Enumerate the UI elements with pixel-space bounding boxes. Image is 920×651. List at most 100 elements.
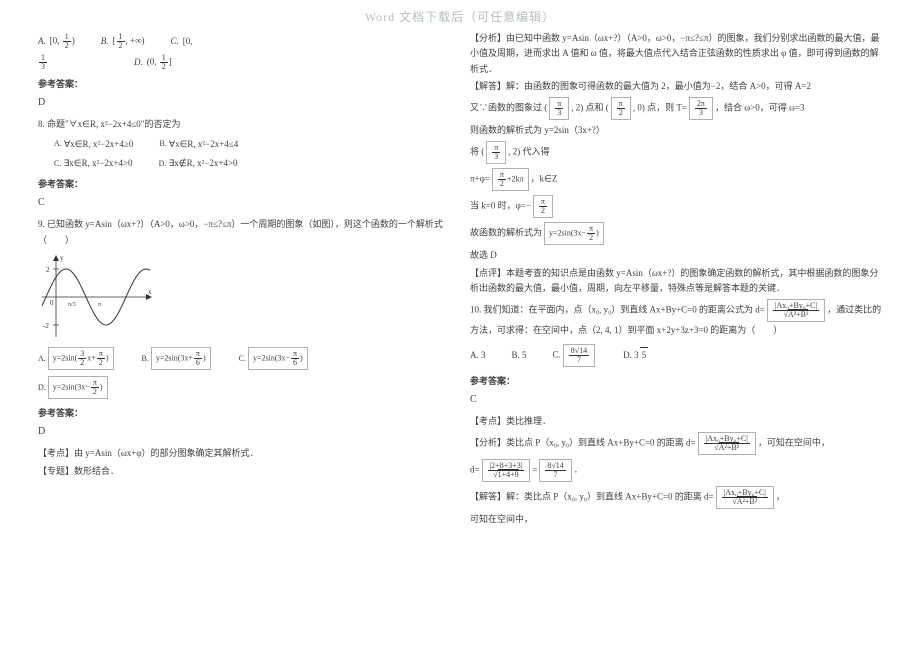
q7-optA-label: A. bbox=[38, 34, 46, 49]
q10-opts: A. 3 B. 5 C.8√147 D. 35 bbox=[470, 343, 882, 368]
jd2a: 又∵函数的图象过 ( bbox=[470, 103, 547, 113]
q7-optC-label: C. bbox=[171, 34, 179, 49]
q9B-box: y=2sin(3x+π6) bbox=[151, 347, 211, 370]
page-body: A. [0, 12) B. [12, +∞) C. [0, 13 D. (0, … bbox=[0, 29, 920, 530]
q10jdb: ， bbox=[776, 492, 785, 502]
sine-graph-svg: y x 2 -2 0 π/3 π bbox=[38, 252, 156, 342]
q8-ans-val: C bbox=[38, 194, 450, 211]
q8B-l: B. bbox=[159, 137, 166, 151]
jd4c: , 2) 代入得 bbox=[508, 147, 549, 157]
jd2c: , 0) 点，则 T= bbox=[633, 103, 687, 113]
jd5b: π2+2kπ bbox=[492, 168, 529, 191]
q9-kaodian: 【考点】由 y=Asin（ωx+φ）的部分图象确定其解析式． bbox=[38, 446, 450, 461]
q10Dl: D. bbox=[623, 350, 632, 360]
q8C-t: ∃x∈R, x²−2x+4>0 bbox=[64, 156, 133, 171]
fx-h: 【分析】 bbox=[470, 33, 506, 43]
jd2b1: π3 bbox=[549, 97, 569, 120]
q8A-t: ∀x∈R, x²−2x+4≥0 bbox=[64, 137, 133, 152]
jieda-l7: 故函数的解析式为y=2sin(3x−π2) bbox=[470, 221, 882, 246]
q10-optB: B. 5 bbox=[512, 348, 527, 363]
q7-optA2: 13 bbox=[38, 54, 48, 71]
q7-optD-label: D. bbox=[134, 55, 143, 70]
dp-h: 【点评】 bbox=[470, 268, 506, 278]
jd-h: 【解答】 bbox=[470, 81, 506, 91]
q7-optB-label: B. bbox=[101, 34, 109, 49]
q9-stem: 9. 已知函数 y=Asin（ωx+?）（A>0，ω>0，−π≤?≤π）一个周期… bbox=[38, 217, 450, 248]
jd6b: π2 bbox=[533, 195, 553, 218]
q10fx2c: ． bbox=[574, 465, 583, 475]
jieda-l4: 将 (π3, 2) 代入得 bbox=[470, 140, 882, 165]
q8-row2: C. ∃x∈R, x²−2x+4>0 D. ∃x∉R, x²−2x+4>0 bbox=[54, 156, 450, 171]
q9-optD: D.y=2sin(3x−π2) bbox=[38, 375, 110, 400]
q10jdbox: |Ax₀+By₀+C|√A²+B² bbox=[716, 486, 774, 509]
q7-ans-val: D bbox=[38, 94, 450, 111]
jieda-l1: 【解答】解：由函数的图象可得函数的最大值为 2，最小值为−2，结合 A>0，可得… bbox=[470, 79, 882, 94]
xlabel: x bbox=[148, 288, 152, 296]
jd4b: π3 bbox=[486, 141, 506, 164]
q10fxa: 类比点 P（x₀, y₀）到直线 Ax+By+C=0 的距离 d= bbox=[506, 438, 696, 448]
q7-optC: C. [0, bbox=[171, 34, 193, 49]
jd4a: 将 ( bbox=[470, 147, 484, 157]
q8C-l: C. bbox=[54, 157, 61, 171]
q9-optB: B.y=2sin(3x+π6) bbox=[142, 346, 213, 371]
q10jd-h: 【解答】 bbox=[470, 492, 506, 502]
q9B-l: B. bbox=[142, 352, 149, 366]
fx-t: 由已知中函数 y=Asin（ωx+?）（A>0，ω>0，−π≤?≤π）的图象，我… bbox=[470, 33, 879, 74]
q8-row1: A. ∀x∈R, x²−2x+4≥0 B. ∀x∈R, x²−2x+4≤4 bbox=[54, 137, 450, 152]
q7-optB-text: [12, +∞) bbox=[113, 33, 145, 50]
q9-ans-head: 参考答案： bbox=[38, 406, 450, 421]
q9-opts-row2: D.y=2sin(3x−π2) bbox=[38, 375, 450, 400]
jieda-l5: π+φ=π2+2kπ，k∈Z bbox=[470, 167, 882, 192]
q10fx2b: = bbox=[532, 465, 537, 475]
q9C-box: y=2sin(3x−π6) bbox=[248, 347, 308, 370]
jd1: 解：由函数的图象可得函数的最大值为 2，最小值为−2，结合 A>0，可得 A=2 bbox=[506, 81, 811, 91]
q10kd-h: 【考点】 bbox=[470, 416, 506, 426]
q10-distbox: |Ax₀+By₀+C|√A²+B² bbox=[767, 299, 825, 322]
zt-t: 数形结合． bbox=[74, 466, 119, 476]
left-column: A. [0, 12) B. [12, +∞) C. [0, 13 D. (0, … bbox=[28, 29, 460, 530]
jieda-l8: 故选 D bbox=[470, 248, 882, 263]
q8-optD: D. ∃x∉R, x²−2x+4>0 bbox=[159, 156, 238, 171]
q9-ans-val: D bbox=[38, 423, 450, 440]
q8-optB: B. ∀x∈R, x²−2x+4≤4 bbox=[159, 137, 238, 152]
jd2d: ，结合 ω>0，可得 ω=3 bbox=[715, 103, 805, 113]
svg-text:0: 0 bbox=[50, 299, 54, 307]
kd-h: 【考点】 bbox=[38, 448, 74, 458]
dp-t: 本题考查的知识点是由函数 y=Asin（ωx+?）的图象确定函数的解析式，其中根… bbox=[470, 268, 878, 293]
q10-fenxi-l2: d=|2+8+3+3|√1+4+9=8√147． bbox=[470, 458, 882, 483]
q7-optC-text: [0, bbox=[183, 34, 193, 49]
q10-fenxi: 【分析】类比点 P（x₀, y₀）到直线 Ax+By+C=0 的距离 d=|Ax… bbox=[470, 431, 882, 456]
svg-text:-2: -2 bbox=[43, 322, 49, 330]
q10fx2b1: |2+8+3+3|√1+4+9 bbox=[482, 459, 531, 482]
q10a: 10. 我们知道：在平面内，点（x₀, y₀）到直线 Ax+By+C=0 的距离… bbox=[470, 305, 765, 315]
q9A-box: y=2sin(32x+π2) bbox=[48, 347, 114, 370]
q7-options-row1: A. [0, 12) B. [12, +∞) C. [0, bbox=[38, 33, 450, 50]
q10Cbox: 8√147 bbox=[563, 344, 595, 367]
q9D-l: D. bbox=[38, 381, 46, 395]
q8-ans-head: 参考答案： bbox=[38, 177, 450, 192]
doc-header: Word 文档下载后（可任意编辑） bbox=[0, 0, 920, 29]
right-column: 【分析】由已知中函数 y=Asin（ωx+?）（A>0，ω>0，−π≤?≤π）的… bbox=[460, 29, 892, 530]
q7-optD-text: (0, 12] bbox=[147, 54, 172, 71]
q7-optA-text: [0, 12) bbox=[50, 33, 75, 50]
svg-text:2: 2 bbox=[46, 266, 50, 274]
q10-optD: D. 35 bbox=[623, 347, 648, 363]
q10-kaodian: 【考点】类比推理． bbox=[470, 414, 882, 429]
jieda-l3: 则函数的解析式为 y=2sin（3x+?） bbox=[470, 123, 882, 138]
q8-optC: C. ∃x∈R, x²−2x+4>0 bbox=[54, 156, 133, 171]
q8D-t: ∃x∉R, x²−2x+4>0 bbox=[169, 156, 238, 171]
q10fxbox: |Ax₀+By₀+C|√A²+B² bbox=[698, 432, 756, 455]
ylabel: y bbox=[60, 254, 64, 262]
jd2b2: π2 bbox=[611, 97, 631, 120]
q10-optA: A. 3 bbox=[470, 348, 486, 363]
jd7a: 故函数的解析式为 bbox=[470, 228, 542, 238]
q10fxb: ，可知在空间中， bbox=[758, 438, 830, 448]
q10fx2a: d= bbox=[470, 465, 480, 475]
svg-text:π: π bbox=[98, 302, 101, 308]
q9A-l: A. bbox=[38, 352, 46, 366]
q9-graph: y x 2 -2 0 π/3 π bbox=[38, 252, 156, 342]
q10-stem: 10. 我们知道：在平面内，点（x₀, y₀）到直线 Ax+By+C=0 的距离… bbox=[470, 298, 882, 338]
q10-ans-val: C bbox=[470, 391, 882, 408]
q9D-box: y=2sin(3x−π2) bbox=[48, 376, 108, 399]
jd7b: y=2sin(3x−π2) bbox=[544, 222, 604, 245]
